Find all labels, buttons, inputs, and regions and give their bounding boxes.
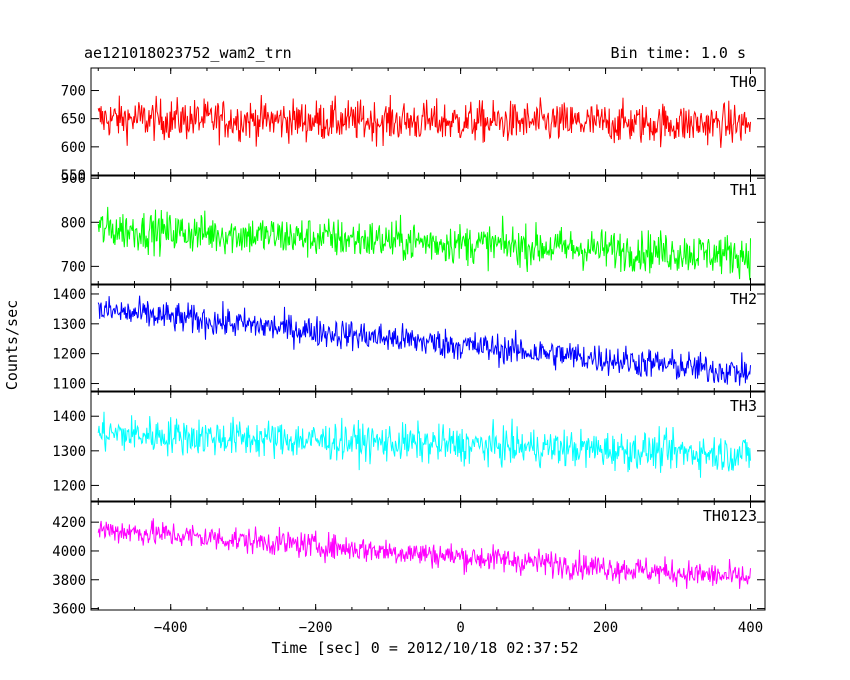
chart-title: ae121018023752_wam2_trn bbox=[84, 44, 292, 62]
panel-th2-frame bbox=[90, 284, 766, 392]
series-th0-label: TH0 bbox=[730, 73, 757, 91]
series-th0123-line bbox=[97, 518, 751, 589]
y-tick-label: 4000 bbox=[52, 544, 86, 560]
series-th0-line bbox=[97, 94, 751, 148]
panel-th0123-frame bbox=[90, 501, 766, 611]
y-tick-label: 900 bbox=[61, 171, 86, 187]
y-tick-label: 550 bbox=[61, 168, 86, 184]
x-tick-label: −400 bbox=[154, 620, 188, 636]
y-tick-label: 1300 bbox=[52, 444, 86, 460]
y-tick-label: 3800 bbox=[52, 573, 86, 589]
y-tick-label: 800 bbox=[61, 215, 86, 231]
y-tick-label: 650 bbox=[61, 112, 86, 128]
series-th0123-label: TH0123 bbox=[703, 507, 757, 525]
x-axis-label: Time [sec] 0 = 2012/10/18 02:37:52 bbox=[271, 639, 578, 657]
series-th2-line bbox=[97, 295, 751, 386]
x-tick-label: 400 bbox=[738, 620, 763, 636]
series-th1-label: TH1 bbox=[730, 181, 757, 199]
series-th1-line bbox=[97, 206, 751, 281]
y-tick-label: 600 bbox=[61, 140, 86, 156]
y-tick-label: 700 bbox=[61, 259, 86, 275]
y-tick-label: 3600 bbox=[52, 602, 86, 618]
panel-th3-frame bbox=[90, 391, 766, 502]
y-tick-label: 700 bbox=[61, 84, 86, 100]
y-tick-label: 1200 bbox=[52, 347, 86, 363]
panels-group: 550 600 650 700 TH0 700 800 900 TH1 1100 1200 1300 1… bbox=[52, 67, 766, 636]
x-tick-label: 200 bbox=[593, 620, 618, 636]
y-axis-label: Counts/sec bbox=[3, 300, 21, 390]
y-tick-label: 1300 bbox=[52, 317, 86, 333]
series-th2-label: TH2 bbox=[730, 290, 757, 308]
panel-th0-frame bbox=[90, 67, 766, 176]
y-tick-label: 1400 bbox=[52, 287, 86, 303]
y-tick-label: 1200 bbox=[52, 478, 86, 494]
series-th3-label: TH3 bbox=[730, 397, 757, 415]
y-tick-label: 4200 bbox=[52, 515, 86, 531]
bin-time-label: Bin time: 1.0 s bbox=[611, 44, 746, 62]
series-th3-line bbox=[97, 411, 751, 478]
panel-th1-frame bbox=[90, 175, 766, 285]
x-tick-label: −200 bbox=[299, 620, 333, 636]
x-tick-label: 0 bbox=[456, 620, 464, 636]
y-tick-label: 1400 bbox=[52, 409, 86, 425]
y-tick-label: 1100 bbox=[52, 377, 86, 393]
